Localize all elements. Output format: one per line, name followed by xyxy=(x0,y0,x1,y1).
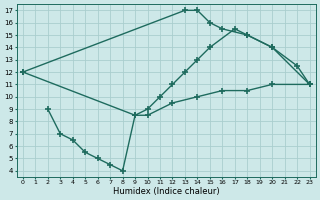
X-axis label: Humidex (Indice chaleur): Humidex (Indice chaleur) xyxy=(113,187,220,196)
